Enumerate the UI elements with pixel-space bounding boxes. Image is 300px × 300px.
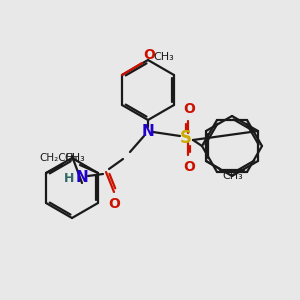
Text: CH₃: CH₃ bbox=[153, 52, 174, 62]
Text: O: O bbox=[143, 48, 155, 62]
Text: CH₃: CH₃ bbox=[64, 153, 85, 163]
Text: H: H bbox=[64, 172, 74, 184]
Text: N: N bbox=[76, 170, 88, 185]
Text: S: S bbox=[180, 129, 192, 147]
Text: CH₃: CH₃ bbox=[222, 171, 243, 181]
Text: O: O bbox=[108, 197, 120, 211]
Text: O: O bbox=[183, 160, 195, 174]
Text: O: O bbox=[183, 102, 195, 116]
Text: CH₂CH₃: CH₂CH₃ bbox=[40, 153, 78, 163]
Text: N: N bbox=[142, 124, 154, 140]
